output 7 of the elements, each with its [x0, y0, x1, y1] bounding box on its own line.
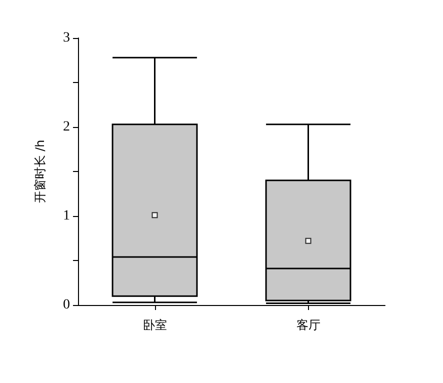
x-tick-label: 客厅	[296, 318, 320, 332]
y-axis-title: 开窗时长 /h	[33, 140, 47, 204]
x-tick-label: 卧室	[142, 318, 167, 332]
y-tick-label: 1	[63, 208, 70, 224]
y-tick-label: 3	[63, 30, 70, 46]
y-tick-label: 0	[63, 298, 70, 312]
y-tick-label: 2	[63, 120, 70, 134]
